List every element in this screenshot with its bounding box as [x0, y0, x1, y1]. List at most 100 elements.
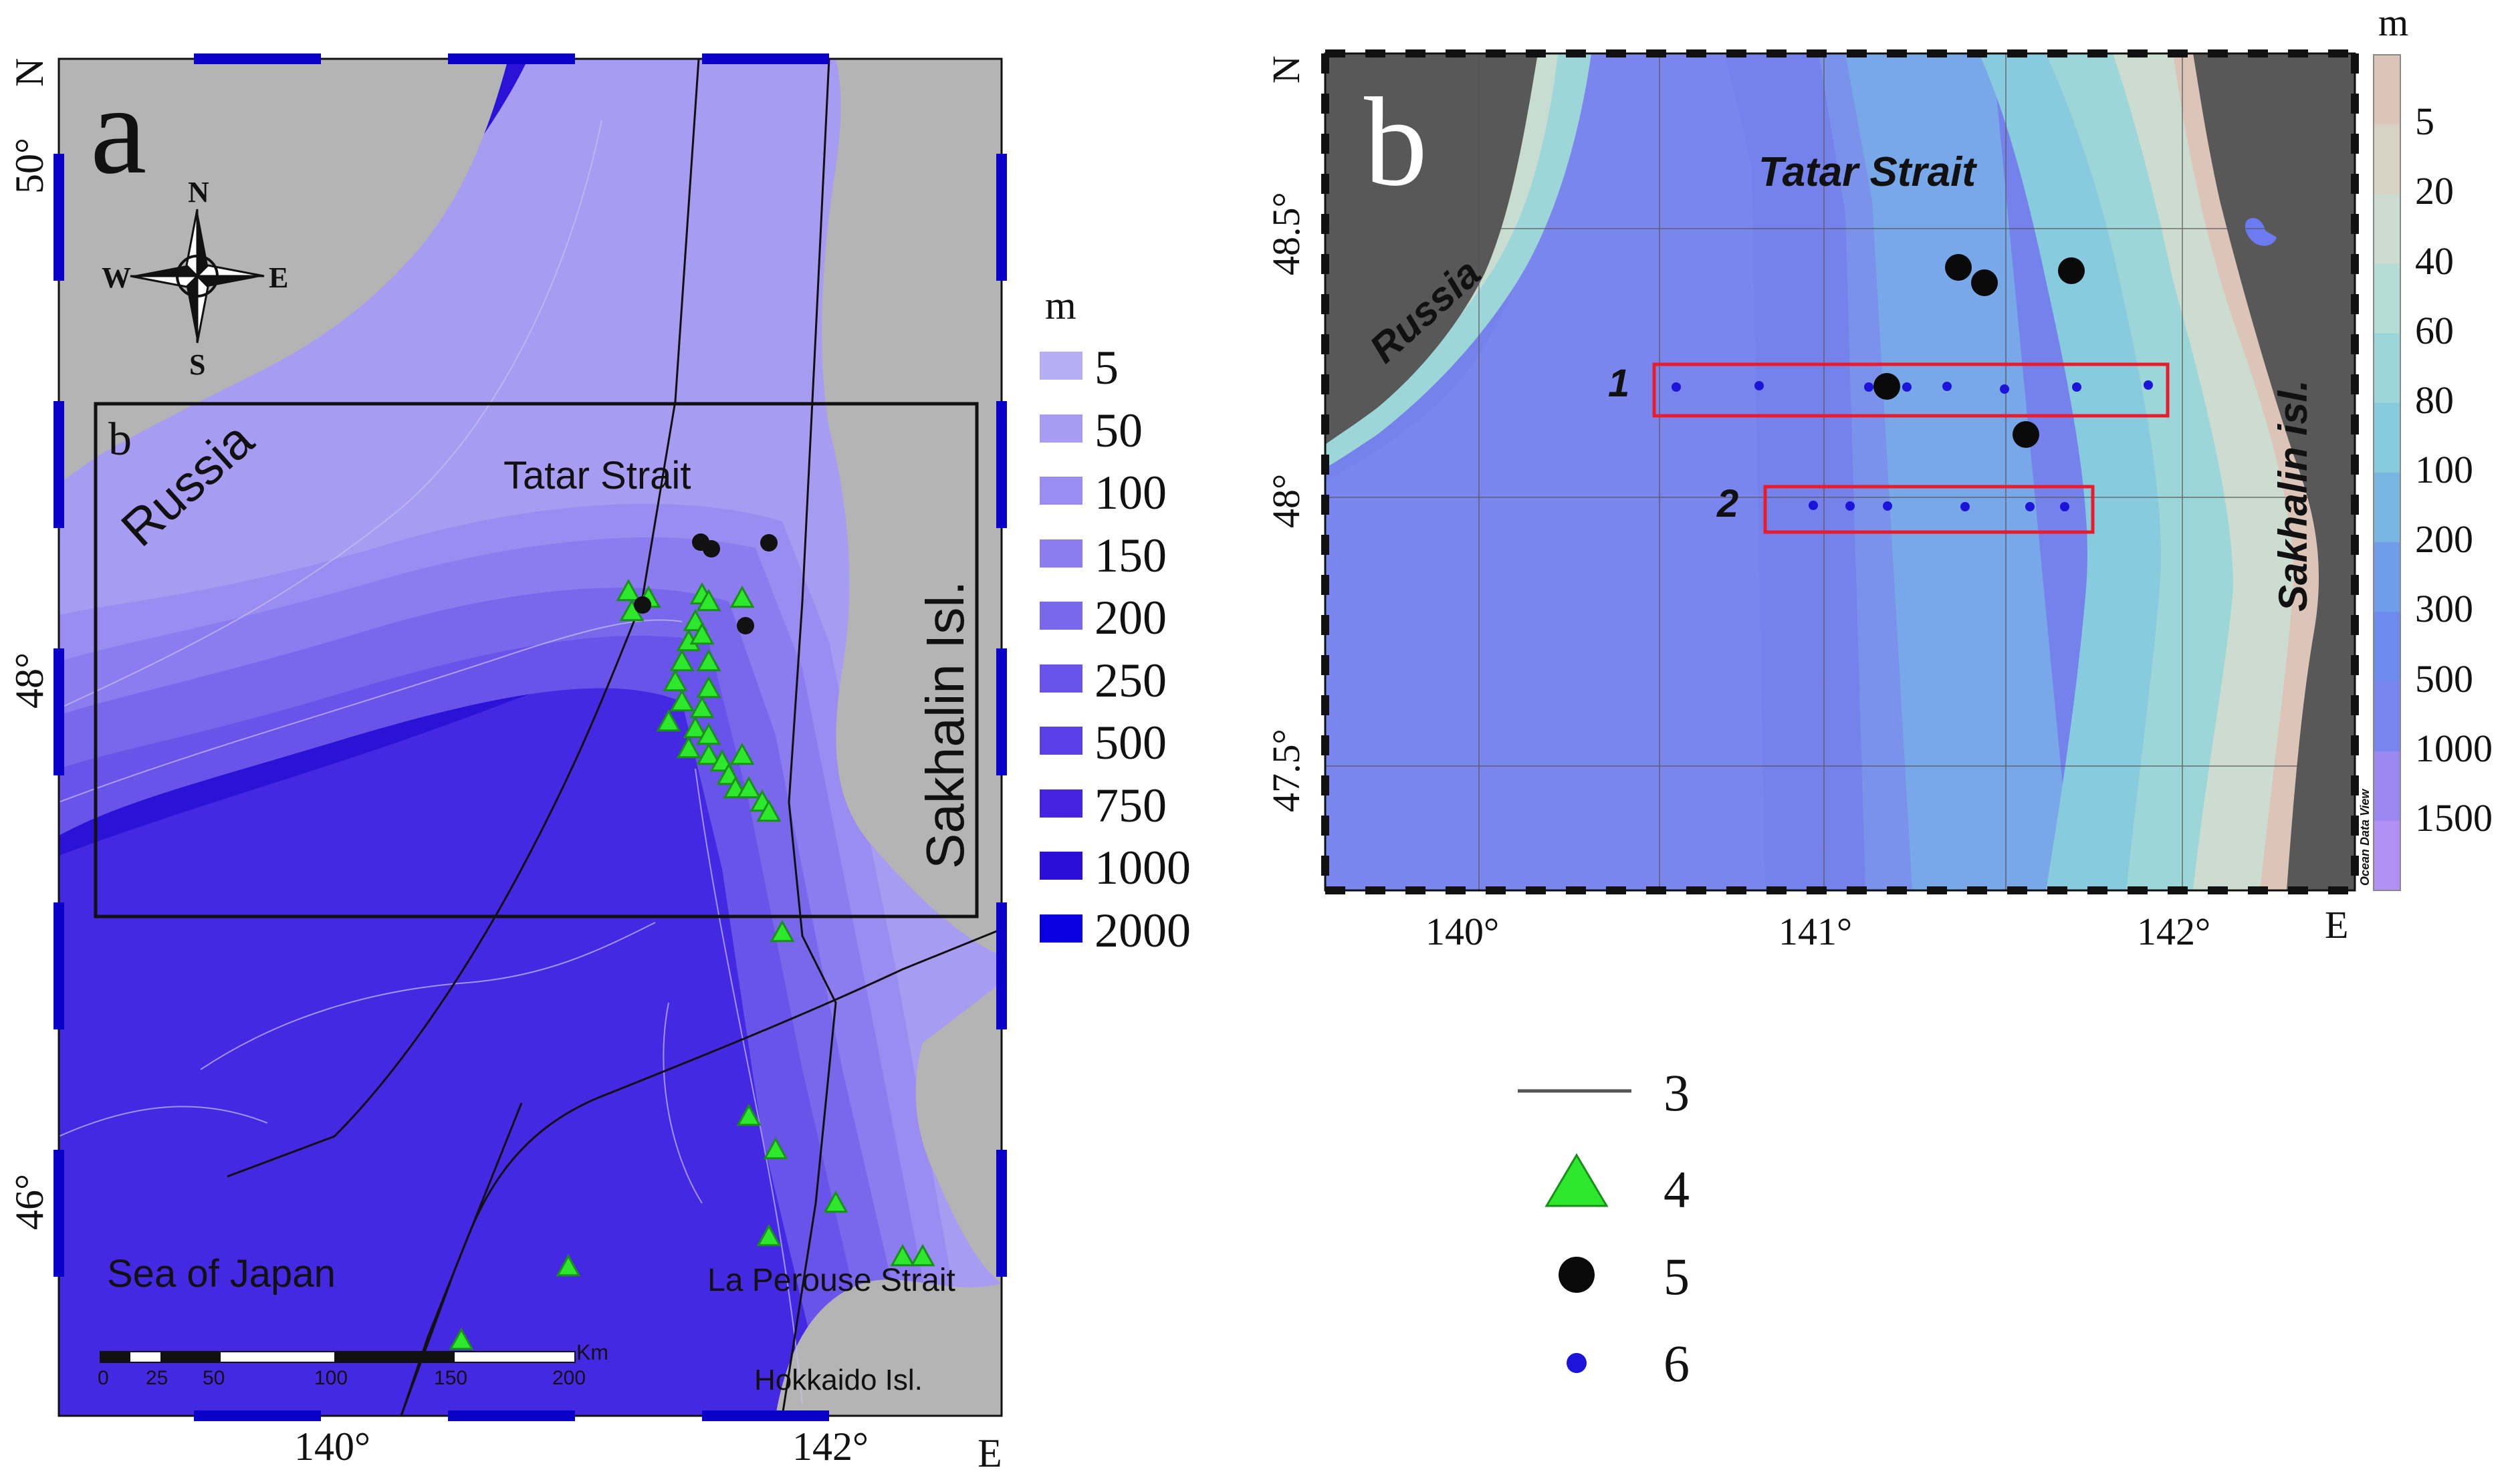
lon-axis-east-a: E: [978, 1431, 1002, 1475]
frame-dash: [1446, 49, 1466, 57]
station-triangle: [449, 1327, 474, 1350]
scale-tick-200: 200: [552, 1367, 586, 1389]
inset-b-letter: b: [108, 414, 132, 465]
frame-dash: [1807, 49, 1827, 57]
lon-axis-east-b: E: [2325, 903, 2349, 947]
frame-dash: [2351, 695, 2359, 715]
lat-axis-north-a: N: [7, 57, 51, 87]
frame-dash: [1446, 886, 1466, 894]
frame-dash: [1526, 886, 1546, 894]
frame-dash: [2351, 94, 2359, 114]
colorbar-segment: [2374, 681, 2400, 752]
frame-dash: [1726, 886, 1746, 894]
frame-dash: [1321, 294, 1329, 314]
depth-label: 5: [1095, 341, 1119, 394]
lon-tick-141-b: 141°: [1779, 910, 1853, 953]
frame-dash: [2351, 134, 2359, 154]
symbol-legend: 3 4 5 6: [1504, 1043, 1785, 1417]
frame-dash: [1365, 886, 1385, 894]
frame-dash: [1847, 49, 1867, 57]
panel-a-letter: a: [90, 60, 147, 201]
lon-tick-142-b: 142°: [2137, 910, 2211, 953]
depth-swatch: [1040, 914, 1082, 943]
frame-dash: [1321, 214, 1329, 234]
colorbar-segment: [2374, 542, 2400, 613]
station-triangle: [696, 742, 721, 765]
station-triangle: [823, 1190, 848, 1213]
black-dot-markers-b: [1873, 254, 2085, 448]
frame-dash: [1321, 816, 1329, 836]
frame-dash: [1321, 695, 1329, 715]
station-triangle: [729, 742, 755, 765]
station-triangle: [729, 585, 755, 608]
frame-dash: [2351, 735, 2359, 755]
frame-dash: [1321, 414, 1329, 435]
frame-dash: [2047, 49, 2067, 57]
triangle-symbol: [1545, 1153, 1609, 1207]
colorbar-segment: [2374, 612, 2400, 683]
depth-legend-item: 750: [1040, 779, 1214, 832]
triangle-markers: [449, 578, 935, 1350]
station-triangle: [736, 1103, 762, 1126]
frame-dash: [2208, 49, 2228, 57]
frame-dash: [2248, 886, 2268, 894]
depth-swatch: [1040, 727, 1082, 755]
transect-2-label: 2: [1717, 482, 1739, 525]
frame-dash: [2168, 886, 2188, 894]
colorbar-tick-label: 500: [2415, 656, 2473, 701]
frame-dash: [2351, 214, 2359, 234]
legend-label-3: 3: [1664, 1064, 1690, 1122]
depth-label: 500: [1095, 716, 1167, 769]
panel-b-map: [1321, 49, 2401, 894]
frame-dash: [1927, 49, 1947, 57]
depth-legend-item: 500: [1040, 716, 1214, 769]
frame-dash: [2128, 49, 2148, 57]
frame-dash: [2328, 886, 2348, 894]
station-triangle: [756, 799, 782, 822]
frame-dash: [1566, 886, 1586, 894]
small-dot-markers: [1672, 380, 2153, 511]
frame-dash: [2047, 886, 2067, 894]
frame-dash: [2351, 334, 2359, 354]
frame-dash: [1321, 455, 1329, 475]
frame-dash: [2351, 775, 2359, 795]
frame-dash: [1847, 886, 1867, 894]
lon-tick-140-a: 140°: [294, 1425, 370, 1469]
station-triangle: [669, 689, 695, 712]
frame-dash: [2351, 575, 2359, 595]
frame-dash: [1967, 886, 1987, 894]
frame-dash: [1321, 535, 1329, 555]
depth-legend-item: 200: [1040, 591, 1214, 644]
frame-dash: [2351, 414, 2359, 435]
frame-dash: [2351, 535, 2359, 555]
scale-tick-0: 0: [98, 1367, 109, 1389]
frame-dash: [2168, 49, 2188, 57]
frame-dash: [1766, 49, 1787, 57]
frame-dash: [1606, 49, 1626, 57]
lat-tick-48-5: 48.5°: [1264, 192, 1308, 275]
depth-label: 200: [1095, 591, 1167, 644]
station-triangle: [910, 1243, 935, 1267]
depth-legend-unit-a: m: [1045, 283, 1076, 328]
frame-dash: [2351, 655, 2359, 675]
frame-dash: [1321, 374, 1329, 394]
depth-swatch: [1040, 602, 1082, 630]
colorbar-segment: [2374, 263, 2400, 334]
depth-label: 1000: [1095, 841, 1191, 894]
depth-swatch: [1040, 539, 1082, 568]
station-triangle: [689, 695, 715, 719]
big-dot-symbol: [1559, 1257, 1595, 1293]
frame-dash: [1887, 49, 1907, 57]
frame-dash: [1321, 495, 1329, 515]
frame-dash: [1566, 49, 1586, 57]
depth-swatch: [1040, 477, 1082, 505]
colorbar-segment: [2374, 55, 2400, 126]
label-hokkaido: Hokkaido Isl.: [754, 1364, 923, 1396]
frame-dash: [1405, 886, 1425, 894]
frame-dash: [2087, 886, 2107, 894]
lat-axis-north-b: N: [1264, 55, 1308, 84]
frame-dash: [1321, 254, 1329, 274]
colorbar-segment: [2374, 124, 2400, 195]
frame-dash: [2128, 886, 2148, 894]
lat-tick-50: 50°: [7, 138, 51, 194]
